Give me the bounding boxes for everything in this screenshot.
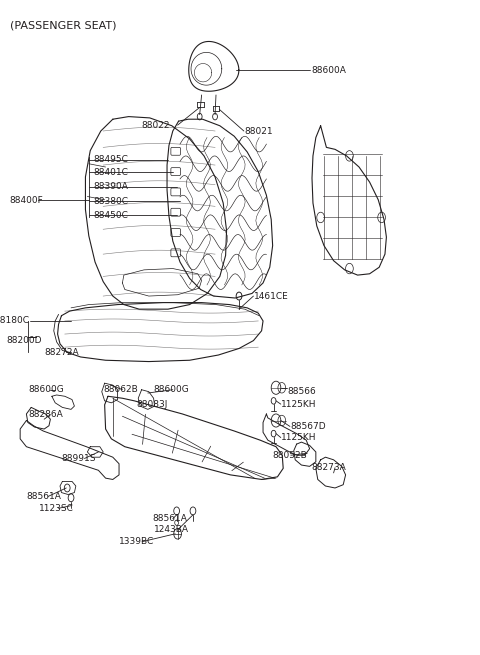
Text: 88400F: 88400F — [10, 196, 43, 205]
Text: 88600G: 88600G — [154, 385, 189, 394]
Text: 88180C: 88180C — [0, 316, 30, 326]
Text: 88062B: 88062B — [103, 385, 138, 394]
Text: 88561A: 88561A — [26, 492, 61, 501]
Text: 88286A: 88286A — [29, 410, 63, 419]
Text: 88021: 88021 — [245, 126, 274, 136]
Text: 88567D: 88567D — [290, 422, 325, 431]
Text: 1125KH: 1125KH — [281, 400, 316, 409]
Text: 88600A: 88600A — [311, 66, 346, 75]
Text: 88566: 88566 — [287, 387, 316, 396]
Text: 88390A: 88390A — [94, 182, 129, 191]
Text: 1339BC: 1339BC — [119, 537, 154, 546]
Text: 1123SC: 1123SC — [39, 504, 74, 513]
Text: 88052B: 88052B — [273, 451, 307, 460]
Text: 88450C: 88450C — [94, 211, 129, 220]
Text: 88272A: 88272A — [45, 348, 79, 357]
Text: 88083J: 88083J — [137, 400, 168, 409]
Text: 88273A: 88273A — [311, 463, 346, 472]
Text: 88022: 88022 — [142, 121, 170, 130]
Text: 88600G: 88600G — [29, 385, 64, 394]
Text: 88991S: 88991S — [61, 454, 96, 463]
Text: 88380C: 88380C — [94, 196, 129, 206]
Text: 1125KH: 1125KH — [281, 433, 316, 442]
Text: 88401C: 88401C — [94, 168, 129, 177]
Text: 88495C: 88495C — [94, 155, 129, 164]
Text: 1243BA: 1243BA — [154, 525, 189, 534]
Text: (PASSENGER SEAT): (PASSENGER SEAT) — [10, 21, 116, 31]
Text: 88561A: 88561A — [153, 514, 188, 523]
Text: 1461CE: 1461CE — [254, 291, 289, 301]
Text: 88200D: 88200D — [7, 336, 42, 345]
